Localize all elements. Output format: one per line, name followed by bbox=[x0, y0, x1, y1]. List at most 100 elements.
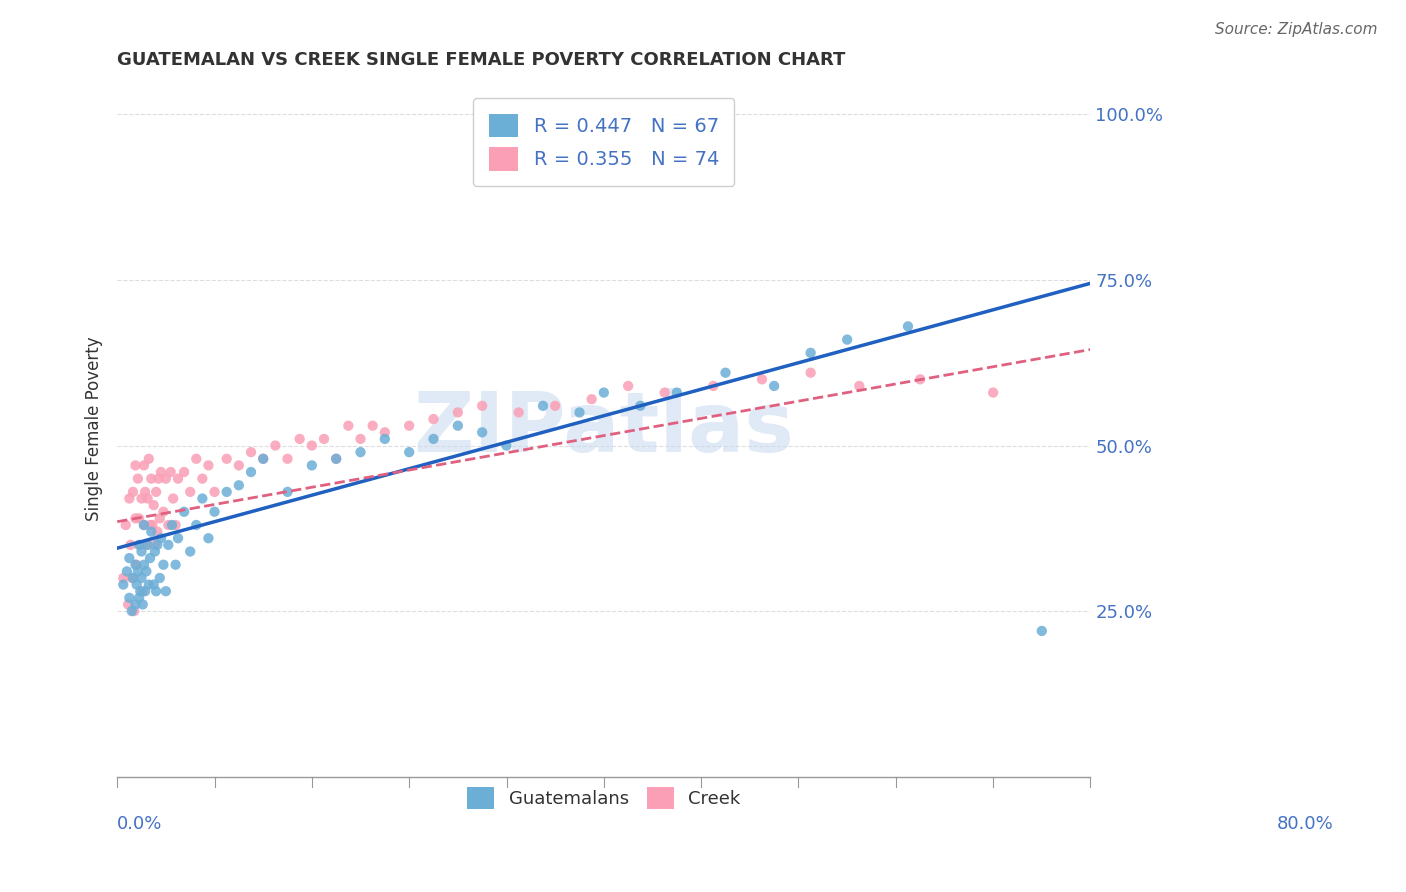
Point bbox=[159, 465, 181, 479]
Point bbox=[288, 432, 311, 446]
Point bbox=[132, 518, 155, 533]
Point bbox=[132, 584, 155, 599]
Point bbox=[121, 604, 143, 618]
Point bbox=[162, 491, 184, 506]
Point bbox=[204, 505, 226, 519]
Point bbox=[173, 465, 195, 479]
Point bbox=[568, 405, 591, 419]
Point bbox=[131, 571, 153, 585]
Point bbox=[276, 451, 298, 466]
Point bbox=[592, 385, 614, 400]
Point bbox=[124, 511, 146, 525]
Point bbox=[148, 472, 170, 486]
Point bbox=[152, 558, 174, 572]
Point bbox=[422, 432, 444, 446]
Point bbox=[1031, 624, 1053, 638]
Point bbox=[127, 565, 149, 579]
Point bbox=[908, 372, 931, 386]
Point bbox=[702, 379, 724, 393]
Point bbox=[751, 372, 773, 386]
Point bbox=[132, 558, 155, 572]
Point bbox=[204, 484, 226, 499]
Point bbox=[134, 484, 156, 499]
Point bbox=[531, 399, 554, 413]
Point bbox=[374, 425, 396, 440]
Point bbox=[128, 511, 150, 525]
Point bbox=[508, 405, 530, 419]
Point bbox=[135, 538, 157, 552]
Text: ZIPatlas: ZIPatlas bbox=[413, 389, 794, 469]
Point bbox=[897, 319, 920, 334]
Text: 0.0%: 0.0% bbox=[117, 815, 163, 833]
Point bbox=[714, 366, 737, 380]
Point bbox=[800, 366, 823, 380]
Point bbox=[155, 472, 177, 486]
Point bbox=[152, 505, 174, 519]
Point bbox=[129, 538, 152, 552]
Point bbox=[252, 451, 274, 466]
Point bbox=[122, 571, 145, 585]
Point bbox=[312, 432, 335, 446]
Point bbox=[173, 505, 195, 519]
Point bbox=[191, 491, 214, 506]
Point bbox=[145, 484, 167, 499]
Text: GUATEMALAN VS CREEK SINGLE FEMALE POVERTY CORRELATION CHART: GUATEMALAN VS CREEK SINGLE FEMALE POVERT… bbox=[117, 51, 845, 69]
Point bbox=[142, 498, 165, 512]
Point bbox=[146, 538, 169, 552]
Point bbox=[139, 518, 162, 533]
Point bbox=[155, 584, 177, 599]
Point bbox=[215, 484, 238, 499]
Point bbox=[128, 538, 150, 552]
Point bbox=[215, 451, 238, 466]
Point bbox=[167, 531, 190, 545]
Point bbox=[264, 438, 287, 452]
Point bbox=[132, 598, 155, 612]
Point bbox=[179, 484, 201, 499]
Point bbox=[149, 531, 172, 545]
Point bbox=[252, 451, 274, 466]
Point bbox=[141, 524, 163, 539]
Point bbox=[112, 571, 135, 585]
Point bbox=[120, 538, 142, 552]
Point bbox=[581, 392, 603, 407]
Point bbox=[374, 432, 396, 446]
Point bbox=[228, 478, 250, 492]
Point bbox=[301, 438, 323, 452]
Point bbox=[149, 571, 172, 585]
Point bbox=[149, 465, 172, 479]
Point bbox=[124, 458, 146, 473]
Point bbox=[447, 405, 470, 419]
Text: Source: ZipAtlas.com: Source: ZipAtlas.com bbox=[1215, 22, 1378, 37]
Point bbox=[138, 451, 160, 466]
Point bbox=[337, 418, 360, 433]
Point bbox=[131, 544, 153, 558]
Point bbox=[981, 385, 1004, 400]
Point bbox=[136, 491, 159, 506]
Point bbox=[124, 598, 146, 612]
Point bbox=[112, 577, 135, 591]
Point bbox=[665, 385, 688, 400]
Y-axis label: Single Female Poverty: Single Female Poverty bbox=[86, 336, 103, 521]
Point bbox=[125, 577, 148, 591]
Point bbox=[349, 445, 371, 459]
Point bbox=[134, 584, 156, 599]
Point bbox=[127, 472, 149, 486]
Point bbox=[179, 544, 201, 558]
Point bbox=[471, 399, 494, 413]
Point bbox=[125, 558, 148, 572]
Point bbox=[848, 379, 870, 393]
Point bbox=[837, 333, 859, 347]
Point bbox=[325, 451, 347, 466]
Point bbox=[495, 438, 517, 452]
Point bbox=[654, 385, 676, 400]
Point bbox=[228, 458, 250, 473]
Point bbox=[136, 538, 159, 552]
Point bbox=[117, 598, 139, 612]
Point bbox=[115, 565, 138, 579]
Point bbox=[197, 458, 219, 473]
Point bbox=[146, 524, 169, 539]
Point bbox=[197, 531, 219, 545]
Point bbox=[118, 591, 141, 605]
Point bbox=[422, 412, 444, 426]
Point bbox=[628, 399, 651, 413]
